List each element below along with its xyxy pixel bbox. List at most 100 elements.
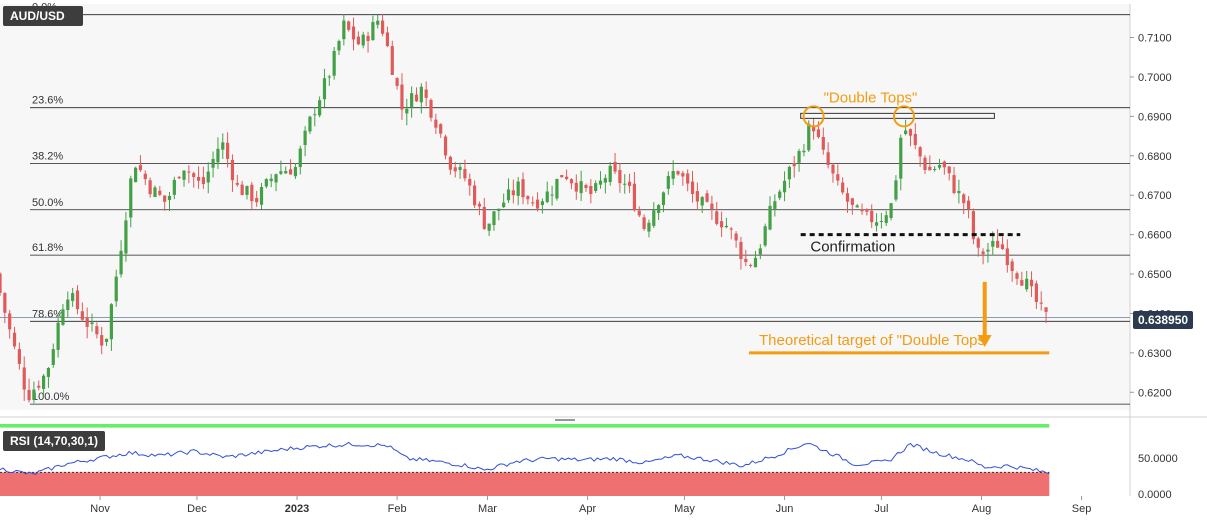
- candle-body: [1044, 307, 1048, 312]
- candles: [0, 13, 1048, 404]
- y-tick-label: 0.6600: [1138, 230, 1172, 242]
- candle-body: [303, 130, 307, 146]
- candle-body: [821, 136, 825, 150]
- fib-label-2: 38.2%: [32, 151, 63, 163]
- x-tick-label: Aug: [972, 503, 992, 515]
- candle-body: [942, 161, 946, 168]
- x-tick-label: Jun: [776, 503, 794, 515]
- candle-body: [889, 203, 893, 218]
- candle-body: [671, 171, 675, 179]
- candle-body: [104, 338, 109, 342]
- candle-body: [414, 94, 419, 102]
- y-tick-label: 0.6500: [1138, 269, 1172, 281]
- candle-body: [923, 157, 927, 170]
- candle-body: [158, 190, 162, 195]
- candle-body: [826, 152, 830, 165]
- candle-body: [351, 26, 356, 40]
- candle-body: [230, 159, 235, 181]
- candle-body: [1000, 244, 1005, 250]
- y-tick-label: 0.6200: [1138, 387, 1172, 399]
- candle-body: [327, 76, 331, 78]
- candle-body: [380, 20, 385, 34]
- target-label: Theoretical target of "Double Tops": [759, 332, 990, 349]
- candle-body: [855, 205, 859, 208]
- candle-body: [114, 276, 118, 302]
- candle-body: [293, 167, 298, 177]
- candle-body: [284, 171, 288, 174]
- candle-body: [22, 367, 26, 390]
- candle-body: [134, 167, 138, 183]
- candle-body: [579, 181, 583, 194]
- candle-body: [119, 250, 123, 275]
- candle-body: [347, 21, 351, 30]
- candle-body: [719, 221, 724, 228]
- candle-body: [405, 108, 409, 114]
- candle-body: [1029, 279, 1034, 287]
- candle-body: [526, 196, 530, 200]
- fib-label-6: 100.0%: [32, 391, 70, 403]
- candle-body: [71, 293, 75, 301]
- x-tick-label: Nov: [90, 503, 110, 515]
- candle-body: [937, 165, 942, 168]
- candle-body: [463, 168, 467, 179]
- candle-body: [332, 50, 336, 76]
- y-tick-label: 0.7100: [1138, 33, 1172, 45]
- candle-body: [434, 119, 438, 128]
- candle-body: [56, 322, 60, 350]
- x-tick-label: Mar: [478, 503, 497, 515]
- candle-body: [782, 180, 787, 193]
- candle-body: [565, 176, 569, 180]
- candle-body: [647, 222, 651, 232]
- candle-body: [288, 169, 293, 175]
- candle-body: [361, 34, 365, 46]
- candle-body: [598, 180, 603, 185]
- time-axis: Nov Dec 2023 Feb Mar Apr May Jun Jul Aug Sep: [90, 496, 1091, 515]
- candle-body: [32, 389, 36, 400]
- candle-body: [700, 197, 704, 206]
- symbol-badge: AUD/USD: [3, 6, 83, 26]
- candle-body: [763, 226, 767, 246]
- candle-body: [666, 176, 670, 189]
- candle-body: [749, 264, 753, 266]
- candle-body: [841, 182, 845, 193]
- candle-body: [1039, 302, 1043, 304]
- confirmation-label: Confirmation: [810, 239, 895, 256]
- candle-body: [269, 178, 273, 182]
- candle-body: [313, 114, 317, 116]
- candle-body: [545, 191, 549, 203]
- candle-body: [366, 35, 370, 41]
- x-tick-label: 2023: [285, 503, 309, 515]
- candle-body: [516, 181, 520, 196]
- y-tick-label: 0.7000: [1138, 72, 1172, 84]
- candle-body: [734, 233, 738, 241]
- fib-label-4: 61.8%: [32, 242, 63, 254]
- candle-body: [1034, 283, 1038, 303]
- candle-body: [797, 151, 801, 163]
- y-tick-label: 0.6800: [1138, 151, 1172, 163]
- candle-body: [729, 228, 733, 230]
- candle-body: [0, 273, 2, 294]
- annotations: "Double Tops" Confirmation Theoretical tar…: [749, 89, 1050, 355]
- candle-body: [904, 130, 908, 134]
- candle-body: [908, 129, 913, 136]
- candle-body: [259, 187, 264, 205]
- candle-body: [1005, 248, 1009, 266]
- candle-body: [845, 193, 850, 202]
- candle-body: [216, 148, 220, 163]
- candle-body: [240, 184, 244, 195]
- candle-body: [874, 222, 879, 226]
- candle-body: [51, 349, 55, 365]
- candle-body: [356, 36, 360, 45]
- candle-body: [569, 179, 574, 184]
- candle-body: [962, 194, 966, 204]
- candle-body: [95, 326, 99, 335]
- candle-body: [787, 166, 791, 180]
- candle-body: [410, 93, 414, 107]
- candle-body: [952, 175, 956, 194]
- candle-body: [657, 205, 661, 213]
- candle-body: [976, 238, 980, 248]
- candle-body: [850, 198, 854, 205]
- candle-body: [12, 332, 17, 347]
- last-price-badge: 0.638950: [1133, 311, 1194, 329]
- candle-body: [468, 178, 472, 186]
